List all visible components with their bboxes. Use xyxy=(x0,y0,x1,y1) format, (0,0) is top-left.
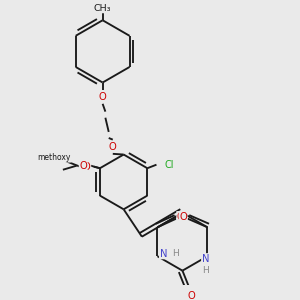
Text: methoxy: methoxy xyxy=(38,153,71,162)
Text: O: O xyxy=(79,161,87,171)
Text: N: N xyxy=(202,254,209,264)
Text: O: O xyxy=(179,212,187,222)
Text: O: O xyxy=(99,92,106,102)
Text: O: O xyxy=(188,290,196,300)
Text: Cl: Cl xyxy=(165,160,174,170)
Text: O: O xyxy=(177,212,184,222)
Text: CH₃: CH₃ xyxy=(94,4,111,13)
Text: N: N xyxy=(160,249,167,259)
Text: O: O xyxy=(109,142,117,152)
Text: H: H xyxy=(172,249,178,258)
Text: H: H xyxy=(202,266,209,275)
Text: O: O xyxy=(83,162,91,172)
